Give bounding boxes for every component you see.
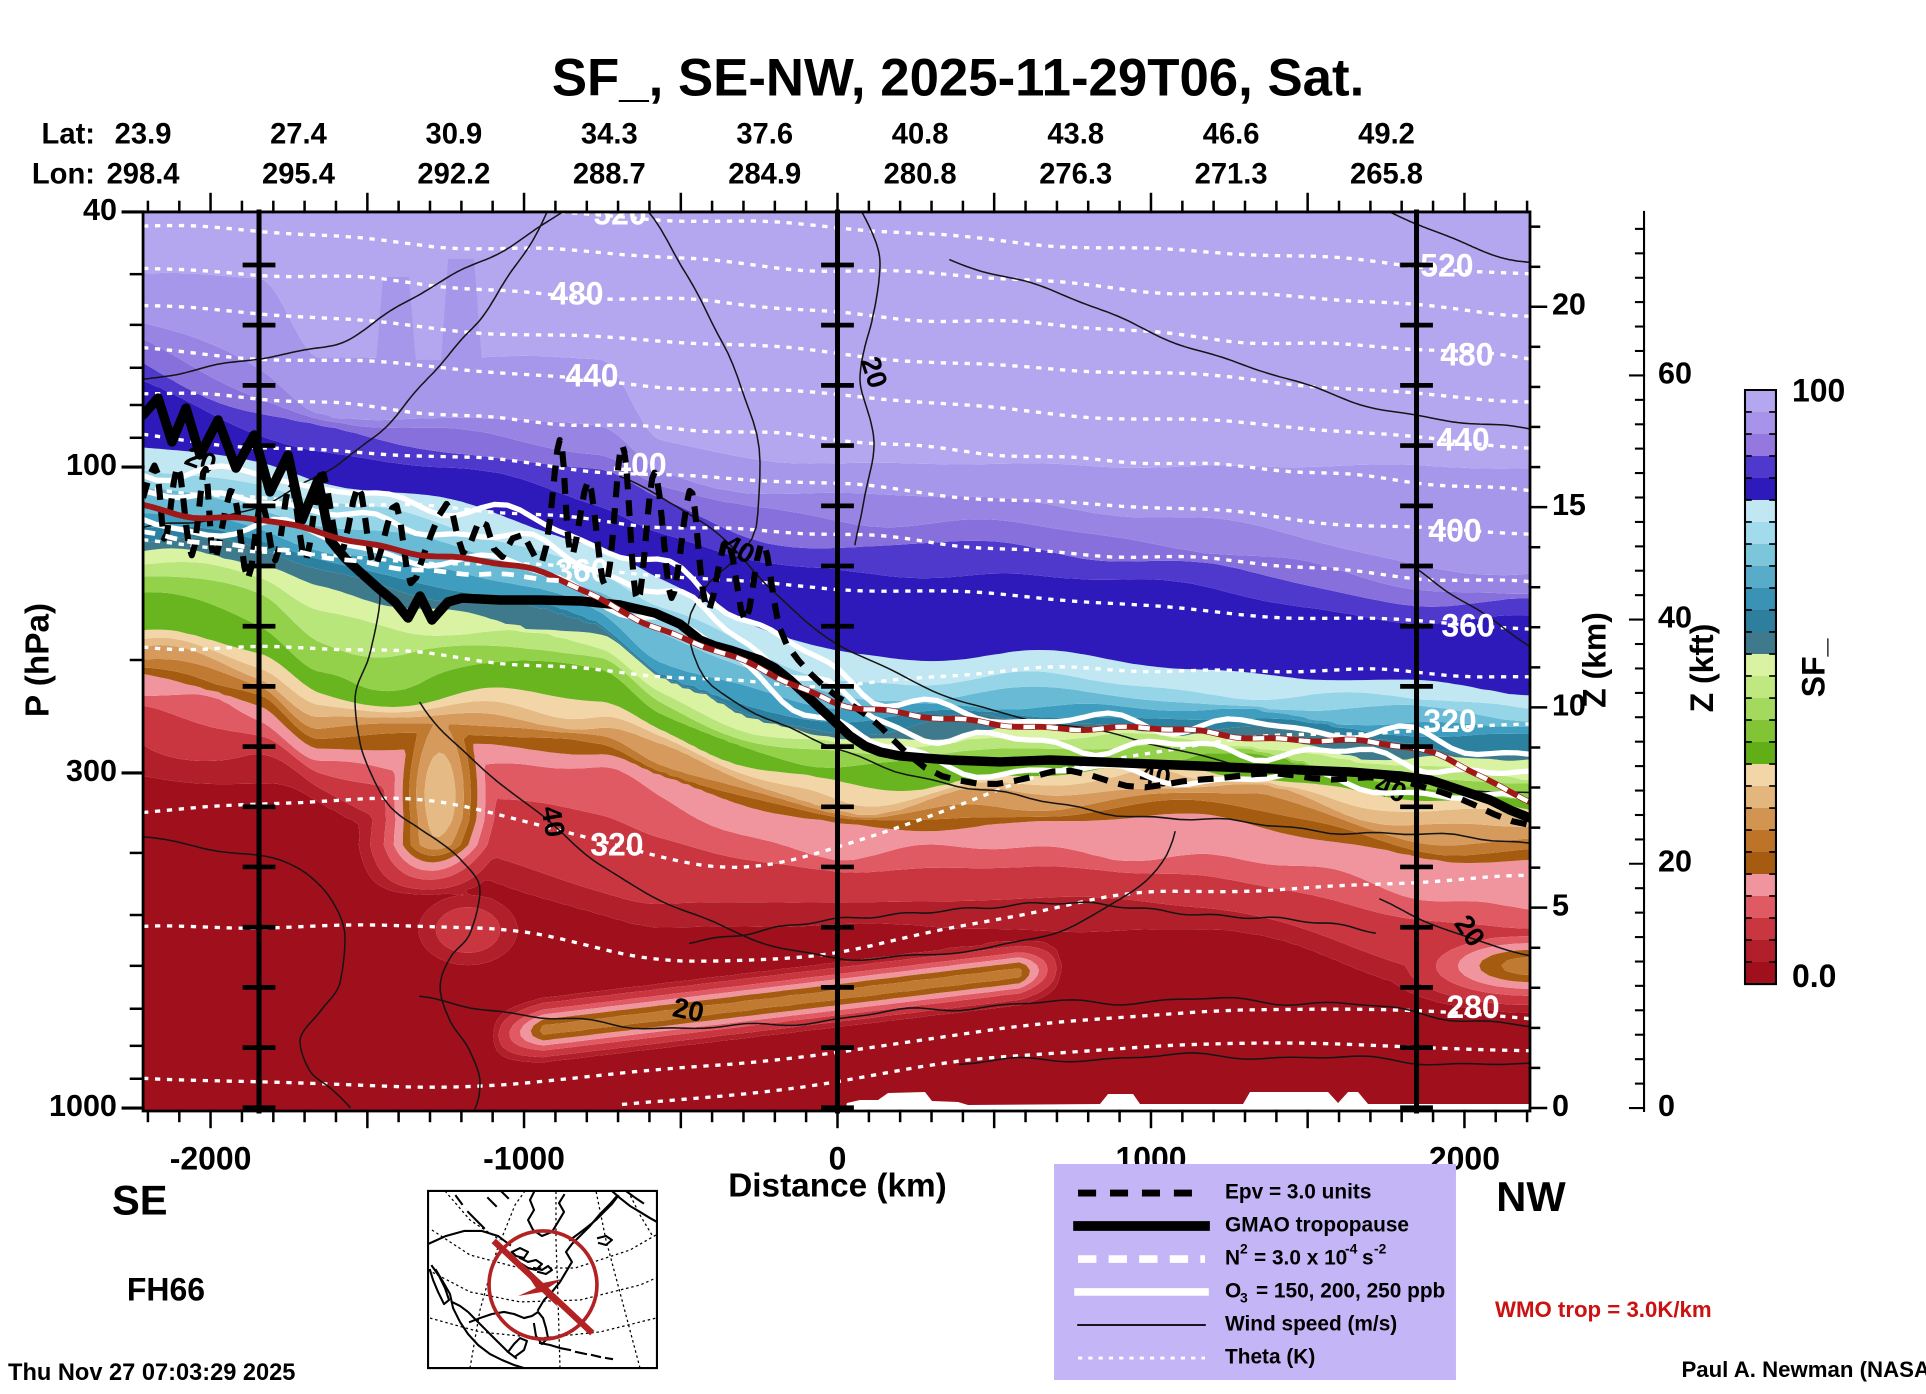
svg-text:SF_: SF_ xyxy=(1795,637,1831,697)
svg-text:Thu Nov 27 07:03:29 2025: Thu Nov 27 07:03:29 2025 xyxy=(8,1360,295,1386)
svg-text:40: 40 xyxy=(1658,601,1692,635)
svg-text:-2: -2 xyxy=(1374,1241,1387,1257)
svg-text:Theta (K): Theta (K) xyxy=(1225,1345,1315,1368)
svg-text:10: 10 xyxy=(1552,688,1586,722)
svg-text:280.8: 280.8 xyxy=(884,159,957,191)
svg-text:37.6: 37.6 xyxy=(736,119,793,151)
svg-text:Paul A. Newman (NASA: Paul A. Newman (NASA xyxy=(1681,1357,1926,1382)
svg-text:0: 0 xyxy=(829,1140,847,1176)
svg-text:-2000: -2000 xyxy=(170,1140,252,1176)
svg-text:5: 5 xyxy=(1552,889,1569,923)
svg-text:1000: 1000 xyxy=(49,1089,117,1123)
svg-text:20: 20 xyxy=(670,991,707,1028)
svg-text:23.9: 23.9 xyxy=(115,119,172,151)
svg-text:SF_, SE-NW, 2025-11-29T06, Sat: SF_, SE-NW, 2025-11-29T06, Sat. xyxy=(552,49,1364,108)
svg-text:298.4: 298.4 xyxy=(107,159,181,191)
svg-text:30.9: 30.9 xyxy=(426,119,483,151)
svg-text:3: 3 xyxy=(1240,1290,1248,1306)
svg-text:P (hPa): P (hPa) xyxy=(20,603,57,717)
svg-text:360: 360 xyxy=(1441,607,1494,643)
svg-text:271.3: 271.3 xyxy=(1195,159,1268,191)
svg-text:34.3: 34.3 xyxy=(581,119,638,151)
svg-text:0: 0 xyxy=(1552,1089,1569,1123)
svg-text:46.6: 46.6 xyxy=(1203,119,1260,151)
svg-text:SE: SE xyxy=(112,1177,168,1224)
svg-text:GMAO tropopause: GMAO tropopause xyxy=(1225,1213,1409,1236)
svg-text:60: 60 xyxy=(1658,356,1692,390)
svg-text:27.4: 27.4 xyxy=(270,119,328,151)
svg-text:288.7: 288.7 xyxy=(573,159,646,191)
svg-text:440: 440 xyxy=(565,357,618,393)
svg-text:320: 320 xyxy=(1423,703,1476,739)
svg-text:Distance (km): Distance (km) xyxy=(728,1168,947,1205)
svg-text:0: 0 xyxy=(1658,1089,1675,1123)
svg-text:Z (kft): Z (kft) xyxy=(1684,624,1720,713)
svg-text:NW: NW xyxy=(1496,1173,1566,1220)
svg-text:0.0: 0.0 xyxy=(1792,958,1836,994)
svg-text:480: 480 xyxy=(1440,336,1493,372)
svg-text:O: O xyxy=(1225,1279,1241,1302)
svg-text:43.8: 43.8 xyxy=(1047,119,1104,151)
svg-text:20: 20 xyxy=(1552,288,1586,322)
svg-text:49.2: 49.2 xyxy=(1358,119,1415,151)
svg-text:40: 40 xyxy=(535,804,571,840)
svg-text:480: 480 xyxy=(550,275,603,311)
svg-text:300: 300 xyxy=(66,754,117,788)
svg-text:292.2: 292.2 xyxy=(417,159,490,191)
svg-text:Lat:: Lat: xyxy=(42,119,95,151)
svg-text:440: 440 xyxy=(1436,421,1489,457)
svg-text:s: s xyxy=(1362,1246,1374,1269)
svg-text:Epv = 3.0 units: Epv = 3.0 units xyxy=(1225,1180,1371,1203)
svg-text:100: 100 xyxy=(66,448,117,482)
svg-text:-4: -4 xyxy=(1345,1241,1358,1257)
svg-text:N: N xyxy=(1225,1246,1240,1269)
svg-text:= 150, 200, 250 ppb: = 150, 200, 250 ppb xyxy=(1256,1279,1445,1302)
svg-text:284.9: 284.9 xyxy=(728,159,801,191)
svg-text:20: 20 xyxy=(1658,845,1692,879)
svg-text:Z (km): Z (km) xyxy=(1576,612,1612,708)
svg-text:Lon:: Lon: xyxy=(32,159,95,191)
svg-text:WMO trop = 3.0K/km: WMO trop = 3.0K/km xyxy=(1495,1297,1712,1322)
svg-text:265.8: 265.8 xyxy=(1350,159,1423,191)
svg-text:40: 40 xyxy=(83,193,117,227)
svg-text:Wind speed (m/s): Wind speed (m/s) xyxy=(1225,1312,1397,1335)
svg-text:320: 320 xyxy=(590,826,643,862)
svg-text:280: 280 xyxy=(1446,989,1499,1025)
svg-text:40.8: 40.8 xyxy=(892,119,949,151)
svg-text:100: 100 xyxy=(1792,372,1845,408)
svg-text:= 3.0 x 10: = 3.0 x 10 xyxy=(1254,1246,1347,1269)
svg-text:-1000: -1000 xyxy=(483,1140,565,1176)
svg-text:2: 2 xyxy=(1240,1241,1248,1257)
svg-text:15: 15 xyxy=(1552,488,1586,522)
svg-text:400: 400 xyxy=(1428,512,1481,548)
svg-text:FH66: FH66 xyxy=(127,1271,205,1307)
svg-text:276.3: 276.3 xyxy=(1039,159,1112,191)
svg-text:295.4: 295.4 xyxy=(262,159,336,191)
